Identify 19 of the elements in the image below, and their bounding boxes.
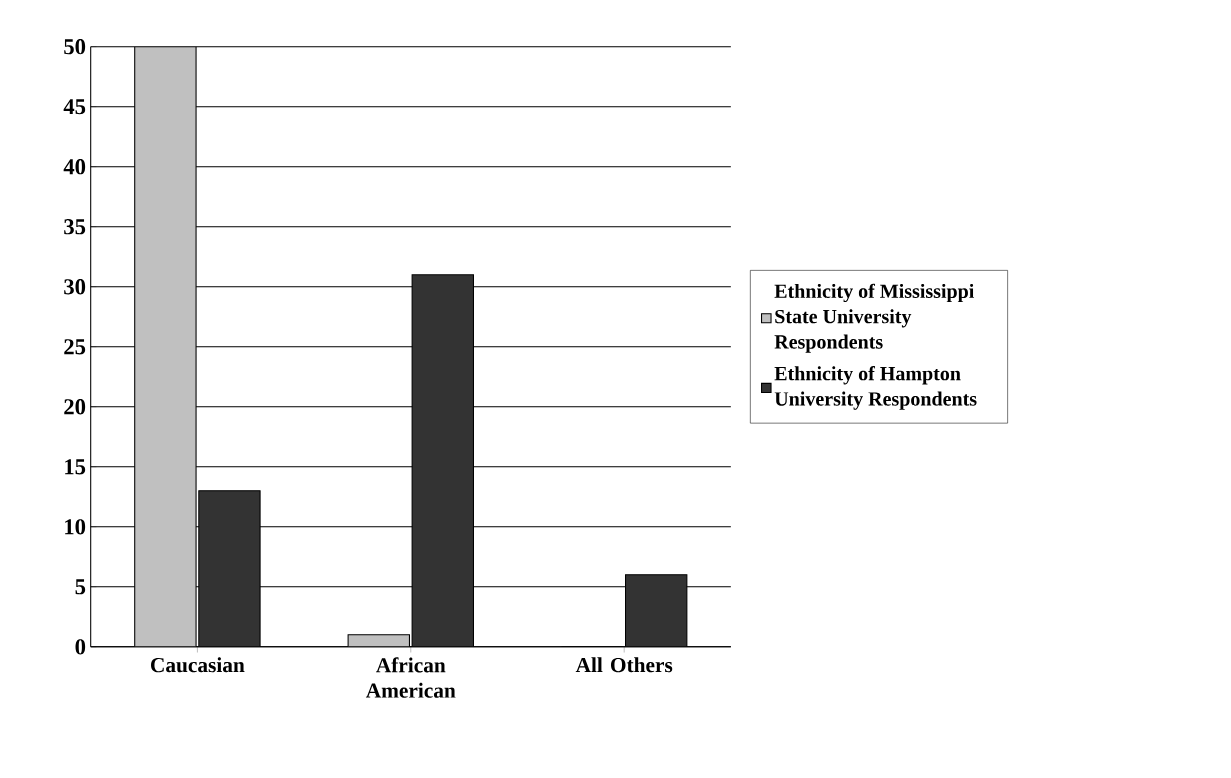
y-tick-label: 15 xyxy=(65,459,86,475)
bar xyxy=(198,490,261,648)
legend-label: Ethnicity of Mississippi State University Respondents xyxy=(774,283,975,353)
y-tick-label: 40 xyxy=(63,159,86,175)
y-tick-label: 10 xyxy=(65,519,86,535)
y-tick-label: 0 xyxy=(75,639,86,655)
y-tick-label: 5 xyxy=(75,579,86,595)
bar xyxy=(624,574,688,648)
legend-label: Ethnicity of Hampton University Respondents xyxy=(774,366,977,411)
bar xyxy=(411,274,475,648)
y-tick-label: 25 xyxy=(64,339,86,355)
x-tick-label: African American xyxy=(365,657,456,699)
y-tick-label: 30 xyxy=(64,279,86,295)
y-tick-label: 50 xyxy=(64,39,86,55)
y-tick-label: 35 xyxy=(64,219,86,235)
x-tick-label: Caucasian xyxy=(151,657,245,673)
x-tick-label: All Others xyxy=(575,657,673,673)
y-tick-label: 20 xyxy=(64,399,86,415)
y-tick-label: 45 xyxy=(63,99,86,115)
